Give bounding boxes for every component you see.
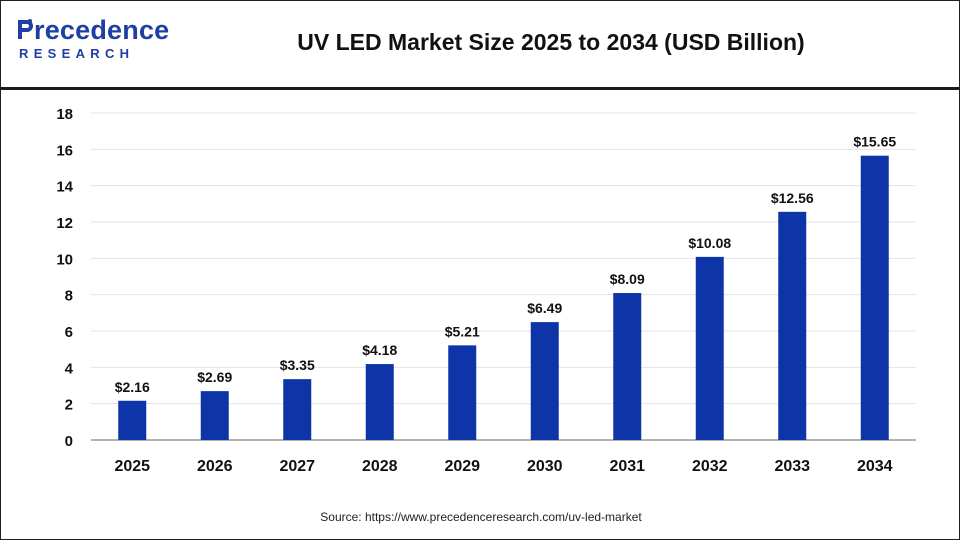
data-labels: $2.16 $2.69 $3.35 $4.18 $5.21 $6.49 $8.09 $10.0… [115,134,897,395]
y-tick-label: 12 [56,215,73,232]
brand-logo: recedence RESEARCH [17,15,170,65]
y-tick-label: 0 [65,433,73,450]
source-note: Source: https://www.precedenceresearch.c… [320,510,642,524]
data-label-2029: $5.21 [445,323,480,339]
bar-2034 [860,155,889,441]
header: recedence RESEARCH UV LED Market Size 20… [1,1,959,87]
x-tick-label-2028: 2028 [362,458,398,475]
data-label-2032: $10.08 [688,235,731,251]
chart-title: UV LED Market Size 2025 to 2034 (USD Bil… [297,29,805,55]
x-axis-ticks: 2025 2026 2027 2028 2029 2030 2031 2032 2033 2034 [114,458,892,475]
x-tick-label-2026: 2026 [197,458,233,475]
y-tick-label: 6 [65,324,73,341]
bar-2028 [365,364,394,440]
bar-2029 [448,345,477,440]
data-label-2031: $8.09 [610,271,645,287]
x-tick-label-2033: 2033 [774,458,810,475]
x-tick-label-2032: 2032 [692,458,728,475]
x-tick-label-2030: 2030 [527,458,563,475]
logo-subtitle: RESEARCH [19,46,135,61]
y-tick-label: 18 [56,106,73,123]
bar-2030 [530,322,559,440]
bar-2027 [283,379,312,440]
y-tick-label: 8 [65,288,73,305]
bar-2032 [695,256,724,440]
data-label-2028: $4.18 [362,342,397,358]
logo-wordmark: recedence [34,15,170,45]
bar-2031 [613,293,642,440]
data-label-2030: $6.49 [527,300,562,316]
y-tick-label: 2 [65,397,73,414]
x-tick-label-2031: 2031 [609,458,645,475]
y-axis-ticks: 0 2 4 6 8 10 12 14 16 18 [56,106,73,450]
data-label-2025: $2.16 [115,379,150,395]
data-label-2027: $3.35 [280,357,315,373]
x-tick-label-2029: 2029 [444,458,480,475]
y-tick-label: 14 [56,179,73,196]
bar-2026 [200,391,229,440]
header-divider [1,87,959,90]
bar-chart: 0 2 4 6 8 10 12 14 16 18 $2.16 $2.69 $3.35 $4.18 $5.2… [56,106,916,475]
bar-2025 [118,400,147,440]
data-label-2034: $15.65 [853,134,896,150]
x-tick-label-2034: 2034 [857,458,893,475]
x-tick-label-2027: 2027 [279,458,315,475]
bars [118,155,889,441]
logo-p-icon [18,19,33,39]
bar-2033 [778,211,807,440]
x-tick-label-2025: 2025 [114,458,150,475]
data-label-2026: $2.69 [197,369,232,385]
y-tick-label: 10 [56,251,73,268]
y-tick-label: 4 [65,360,74,377]
data-label-2033: $12.56 [771,190,814,206]
y-tick-label: 16 [56,142,73,159]
